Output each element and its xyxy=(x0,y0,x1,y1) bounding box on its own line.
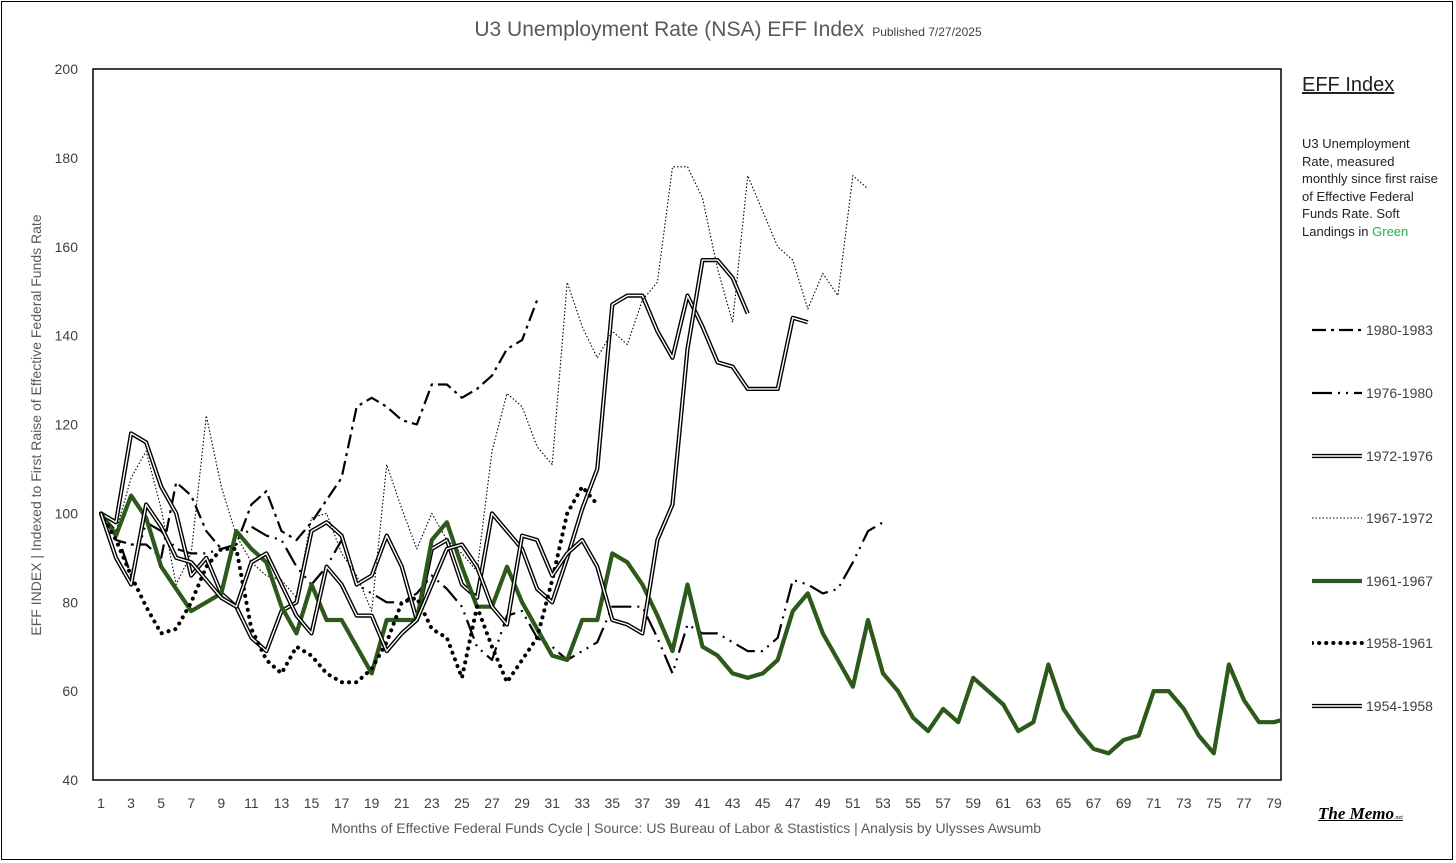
y-tick-label: 60 xyxy=(62,683,78,699)
legend-swatch xyxy=(1312,703,1362,709)
x-tick-label: 45 xyxy=(755,795,771,811)
memo-logo: The Memo.net xyxy=(1318,804,1403,824)
chart-header: U3 Unemployment Rate (NSA) EFF Index Publ… xyxy=(0,18,1456,42)
x-tick-labels: 1 3 5 7 9 11 13 15 17 19 21 23 25 27 29 31 33 35 37 39 41 43 4… xyxy=(97,795,1282,811)
x-tick-label: 39 xyxy=(665,795,681,811)
x-tick-label: 67 xyxy=(1086,795,1102,811)
x-tick-label: 11 xyxy=(244,795,259,811)
x-tick-label: 63 xyxy=(1026,795,1042,811)
plot-area xyxy=(92,68,1282,781)
x-tick-label: 17 xyxy=(334,795,350,811)
x-tick-label: 77 xyxy=(1236,795,1252,811)
legend-label: 1954-1958 xyxy=(1366,698,1433,714)
x-tick-label: 57 xyxy=(935,795,951,811)
legend-swatch xyxy=(1312,391,1362,395)
x-tick-label: 33 xyxy=(574,795,590,811)
x-tick-label: 71 xyxy=(1146,795,1162,811)
series-lines xyxy=(99,166,1281,756)
legend-swatch xyxy=(1312,517,1362,519)
x-tick-label: 21 xyxy=(394,795,410,811)
chart-title: U3 Unemployment Rate (NSA) EFF Index xyxy=(474,18,865,41)
x-tick-label: 47 xyxy=(785,795,801,811)
x-tick-label: 5 xyxy=(157,795,165,811)
y-tick-label: 160 xyxy=(55,239,79,255)
legend-item-1980-1983: 1980-1983 xyxy=(1312,320,1452,340)
x-tick-label: 59 xyxy=(965,795,981,811)
legend-swatch xyxy=(1312,328,1362,332)
x-axis-label: Months of Effective Federal Funds Cycle … xyxy=(330,820,1042,836)
x-tick-label: 31 xyxy=(544,795,560,811)
x-tick-label: 41 xyxy=(695,795,711,811)
legend-label: 1961-1967 xyxy=(1366,573,1433,589)
x-tick-label: 37 xyxy=(635,795,651,811)
series-line xyxy=(99,493,1281,756)
x-tick-label: 65 xyxy=(1056,795,1072,811)
y-tick-label: 80 xyxy=(62,594,78,610)
memo-logo-text: The Memo xyxy=(1318,804,1395,823)
legend-label: 1958-1961 xyxy=(1366,635,1433,651)
x-tick-label: 51 xyxy=(845,795,861,811)
series-line xyxy=(100,299,539,559)
x-tick-label: 49 xyxy=(815,795,831,811)
legend-swatch xyxy=(1312,641,1364,645)
x-tick-label: 69 xyxy=(1116,795,1132,811)
series-1980-1983 xyxy=(100,299,539,559)
legend-description: U3 Unemployment Rate, measured monthly s… xyxy=(1302,135,1442,240)
x-tick-label: 25 xyxy=(454,795,470,811)
legend-label: 1967-1972 xyxy=(1366,510,1433,526)
legend-title: EFF Index xyxy=(1302,74,1395,96)
y-tick-label: 140 xyxy=(55,328,79,344)
y-tick-label: 40 xyxy=(62,772,78,788)
series-1954-1958 xyxy=(99,258,750,654)
series-line xyxy=(100,259,749,652)
x-tick-label: 3 xyxy=(127,795,135,811)
x-tick-label: 55 xyxy=(905,795,921,811)
legend-desc-text: U3 Unemployment Rate, measured monthly s… xyxy=(1302,136,1438,239)
series-1961-1967 xyxy=(99,493,1281,756)
x-tick-label: 29 xyxy=(514,795,530,811)
legend-item-1976-1980: 1976-1980 xyxy=(1312,383,1452,403)
legend-label: 1980-1983 xyxy=(1366,322,1433,338)
y-tick-label: 100 xyxy=(55,505,79,521)
y-tick-label: 200 xyxy=(55,61,79,77)
x-tick-label: 7 xyxy=(187,795,195,811)
x-tick-label: 35 xyxy=(605,795,621,811)
legend-item-1967-1972: 1967-1972 xyxy=(1312,508,1452,528)
legend-label: 1972-1976 xyxy=(1366,448,1433,464)
y-tick-labels: 40 60 80 100 120 140 160 180 200 xyxy=(55,61,79,788)
x-tick-label: 53 xyxy=(875,795,891,811)
y-tick-label: 180 xyxy=(55,150,79,166)
x-tick-label: 1 xyxy=(97,795,105,811)
x-tick-label: 73 xyxy=(1176,795,1192,811)
x-tick-label: 13 xyxy=(274,795,290,811)
series-line xyxy=(100,294,809,652)
legend-swatch xyxy=(1312,453,1362,459)
legend-label: 1976-1980 xyxy=(1366,385,1433,401)
series-1958-1961 xyxy=(99,484,600,685)
legend-item-1972-1976: 1972-1976 xyxy=(1312,446,1452,466)
x-tick-label: 43 xyxy=(725,795,741,811)
y-tick-label: 120 xyxy=(55,417,79,433)
legend-item-1958-1961: 1958-1961 xyxy=(1312,633,1452,653)
legend-item-1961-1967: 1961-1967 xyxy=(1312,571,1452,591)
legend-item-1954-1958: 1954-1958 xyxy=(1312,696,1452,716)
x-tick-label: 9 xyxy=(217,795,225,811)
published-date: Published 7/27/2025 xyxy=(872,25,982,39)
series-line xyxy=(99,484,600,685)
x-tick-label: 79 xyxy=(1266,795,1282,811)
legend-swatch xyxy=(1312,578,1362,584)
memo-logo-suffix: .net xyxy=(1394,815,1403,821)
x-tick-label: 75 xyxy=(1206,795,1222,811)
legend-desc-green: Green xyxy=(1372,223,1409,239)
x-tick-label: 23 xyxy=(424,795,440,811)
series-1972-1976 xyxy=(99,293,809,654)
x-tick-label: 19 xyxy=(364,795,380,811)
x-tick-label: 27 xyxy=(484,795,500,811)
x-tick-label: 61 xyxy=(996,795,1012,811)
x-tick-label: 15 xyxy=(304,795,320,811)
